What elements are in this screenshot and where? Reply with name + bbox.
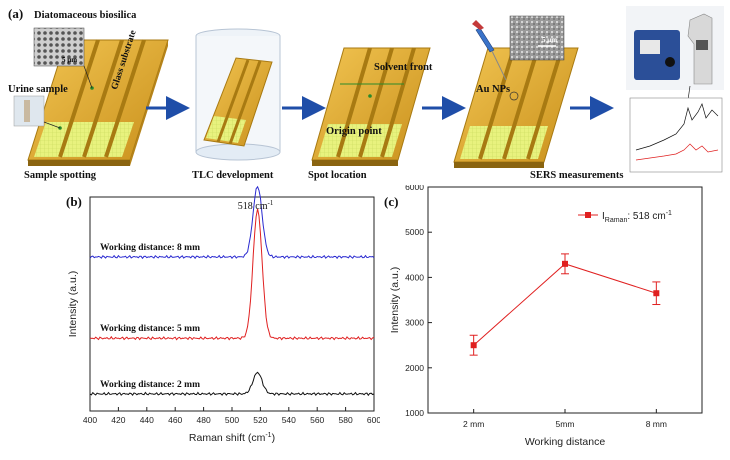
series-label-1: Working distance: 5 mm (100, 324, 200, 334)
pipette-icon (472, 20, 507, 81)
x-tick-label: 8 mm (646, 419, 667, 429)
x-axis-label: Working distance (525, 436, 606, 448)
x-axis-label: Raman shift (cm-1) (189, 432, 275, 444)
x-tick-label: 440 (140, 415, 154, 425)
mini-spectra-chart (629, 97, 723, 173)
x-tick-label: 560 (310, 415, 324, 425)
y-tick-label: 6000 (405, 185, 424, 192)
series-line (473, 263, 657, 346)
plate-sample-spotting (27, 39, 169, 166)
data-point (470, 342, 477, 349)
label-scale-1: 5 μm (62, 56, 78, 64)
y-axis-label: Intensity (a.u.) (389, 267, 401, 334)
peak-label: 518 cm-1 (238, 199, 274, 212)
label-origin-point: Origin point (326, 126, 382, 137)
y-tick-label: 4000 (405, 272, 424, 282)
label-sample-spotting: Sample spotting (24, 170, 97, 181)
label-au-nps: Au NPs (476, 84, 511, 95)
sem-image-diatom (33, 27, 85, 67)
legend-marker (585, 212, 591, 218)
x-tick-label: 400 (83, 415, 97, 425)
panel-b-letter: (b) (66, 194, 82, 209)
x-tick-label: 540 (282, 415, 296, 425)
y-tick-label: 5000 (405, 227, 424, 237)
label-urine: Urine sample (8, 84, 68, 95)
x-tick-label: 480 (197, 415, 211, 425)
y-tick-label: 3000 (405, 318, 424, 328)
tlc-development-jar (195, 28, 281, 161)
series-line-1 (89, 208, 375, 341)
y-tick-label: 2000 (405, 363, 424, 373)
data-point (653, 290, 660, 297)
x-tick-label: 420 (111, 415, 125, 425)
x-tick-label: 520 (253, 415, 267, 425)
panel-a-illustration (13, 6, 724, 173)
label-solvent-front: Solvent front (374, 62, 433, 73)
plate-spot-location (311, 47, 431, 166)
sem-image-au-nps (509, 15, 565, 61)
chart-b-raman-spectra: 400 420 440 460 480 500 520 540 560 580 600 Raman s… (67, 185, 380, 444)
series-label-2: Working distance: 2 mm (100, 380, 200, 390)
label-sers-measurements: SERS measurements (530, 170, 624, 181)
panel-a-letter: (a) (8, 6, 24, 21)
plate-sers (453, 47, 579, 168)
label-diatomaceous: Diatomaceous biosilica (34, 10, 137, 21)
x-tick-label: 600 (367, 415, 380, 425)
series-line-2 (89, 371, 375, 397)
x-tick-label: 580 (339, 415, 353, 425)
label-tlc-development: TLC development (192, 170, 274, 181)
label-scale-2: 5 μm (542, 36, 558, 44)
x-tick-label: 5mm (556, 419, 575, 429)
data-point (562, 260, 568, 267)
x-tick-label: 460 (168, 415, 182, 425)
chart-c-intensity-vs-distance: 1000 2000 3000 4000 5000 6000 2 mm 5mm 8 mm Worki… (389, 185, 703, 448)
y-axis-label: Intensity (a.u.) (67, 271, 79, 338)
series-label-0: Working distance: 8 mm (100, 243, 200, 253)
legend-label: IRaman: 518 cm-1 (602, 210, 672, 224)
y-tick-label: 1000 (405, 408, 424, 418)
raman-instrument-photo (626, 6, 724, 90)
label-spot-location: Spot location (308, 170, 367, 181)
x-tick-label: 2 mm (463, 419, 484, 429)
series-line-0 (89, 185, 375, 260)
x-tick-label: 500 (225, 415, 239, 425)
panel-c-letter: (c) (384, 194, 399, 209)
